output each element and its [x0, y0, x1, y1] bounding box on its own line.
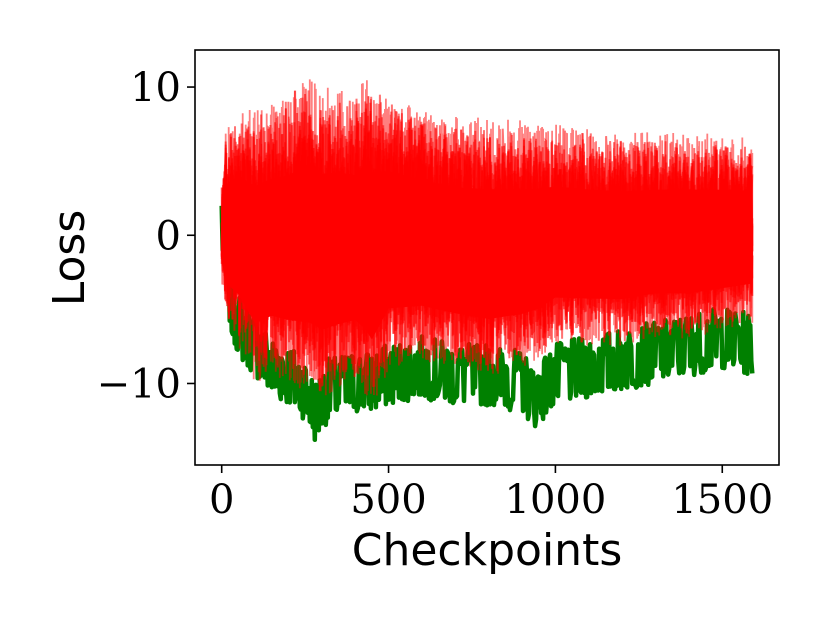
- x-axis-title: Checkpoints: [352, 525, 623, 576]
- plot-frame: [194, 49, 780, 466]
- y-axis-title: Loss: [44, 210, 95, 307]
- x-tick-label: 1000: [505, 477, 607, 523]
- plot-area: [219, 79, 755, 443]
- x-tick-label: 1500: [671, 477, 773, 523]
- x-tick-label: 500: [350, 477, 426, 523]
- y-tick-label: −10: [97, 361, 181, 407]
- series-line-green: [219, 205, 755, 443]
- x-axis: 0 500 1000 1500: [209, 465, 773, 523]
- y-axis: 10 0 −10: [97, 65, 195, 407]
- y-tick-label: 10: [130, 65, 181, 111]
- x-tick-label: 0: [209, 477, 234, 523]
- y-tick-label: 0: [156, 213, 181, 259]
- series-spikes-red: [221, 79, 754, 396]
